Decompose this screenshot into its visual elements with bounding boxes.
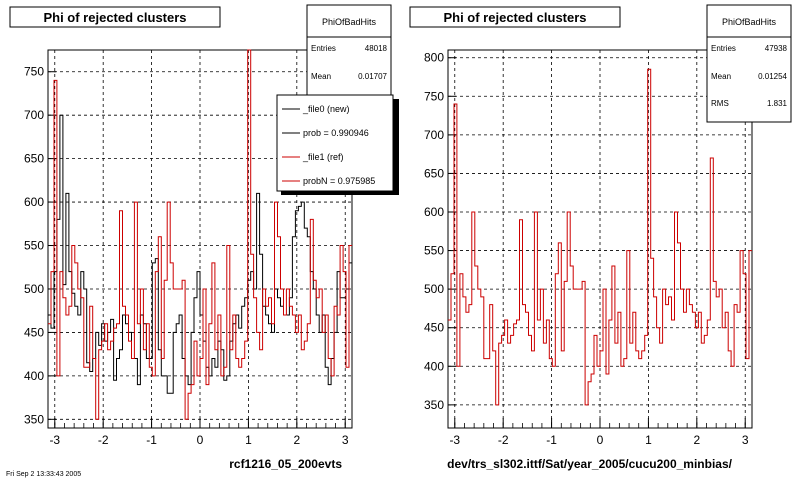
title-box <box>409 6 621 28</box>
y-tick-label: 750 <box>424 89 444 103</box>
x-tick-label: 3 <box>342 433 349 447</box>
y-tick-label: 400 <box>24 369 44 383</box>
y-tick-label: 350 <box>424 398 444 412</box>
x-tick-label: -1 <box>546 433 557 447</box>
y-tick-label: 800 <box>424 51 444 65</box>
series-line <box>48 114 352 394</box>
x-tick-label: 1 <box>645 433 652 447</box>
stats-mean-value: 0.01707 <box>358 72 387 81</box>
legend-entry: _file1 (ref) <box>302 152 344 162</box>
plot-area: 350 400 450 500 550 600 650 700 750 800 -3 -2 -1 0 1 2 3 <box>424 49 753 447</box>
stats-entries-label: Entries <box>711 44 736 53</box>
y-tick-label: 550 <box>24 239 44 253</box>
x-tick-label: 0 <box>597 433 604 447</box>
y-tick-label: 700 <box>424 128 444 142</box>
y-tick-label: 500 <box>424 282 444 296</box>
y-tick-label: 400 <box>424 359 444 373</box>
histogram-panel-left: Phi of rejected clusters 350 400 450 500 550… <box>9 4 399 471</box>
x-tick-label: 2 <box>693 433 700 447</box>
plot-title: Phi of rejected clusters <box>443 10 586 25</box>
stats-mean-label: Mean <box>711 72 731 81</box>
x-tick-label: -1 <box>146 433 157 447</box>
stats-rms-label: RMS <box>711 99 729 108</box>
stats-mean-label: Mean <box>311 72 331 81</box>
title-box <box>9 6 221 28</box>
legend-box: _file0 (new) prob = 0.990946 _file1 (ref… <box>276 94 399 195</box>
stats-rms-value: 1.831 <box>767 99 788 108</box>
x-axis-label: rcf1216_05_200evts <box>229 457 342 471</box>
legend-entry: _file0 (new) <box>302 104 350 114</box>
x-tick-label: 1 <box>245 433 252 447</box>
x-tick-label: 2 <box>293 433 300 447</box>
stats-box: PhiOfBadHits Entries 47938 Mean 0.01254 … <box>706 4 792 123</box>
histogram-panel-right: Phi of rejected clusters 350 400 450 500 550… <box>409 4 792 471</box>
stats-entries-value: 48018 <box>365 44 388 53</box>
stats-name: PhiOfBadHits <box>322 17 377 27</box>
x-axis-label: dev/trs_sl302.ittf/Sat/year_2005/cucu200… <box>447 457 732 471</box>
y-tick-label: 600 <box>424 205 444 219</box>
legend-entry: probN = 0.975985 <box>303 176 375 186</box>
y-tick-label: 650 <box>24 152 44 166</box>
y-tick-label: 650 <box>424 166 444 180</box>
y-tick-label: 750 <box>24 65 44 79</box>
stats-name: PhiOfBadHits <box>722 17 777 27</box>
x-tick-label: -2 <box>498 433 509 447</box>
x-tick-label: -3 <box>49 433 60 447</box>
x-tick-label: -3 <box>449 433 460 447</box>
footer-timestamp: Fri Sep 2 13:33:43 2005 <box>6 471 81 478</box>
y-tick-label: 700 <box>24 108 44 122</box>
y-tick-label: 550 <box>424 244 444 258</box>
y-tick-label: 450 <box>24 325 44 339</box>
x-tick-label: 3 <box>742 433 749 447</box>
stats-entries-label: Entries <box>311 44 336 53</box>
series-line <box>448 68 752 406</box>
legend-entry: prob = 0.990946 <box>303 128 369 138</box>
y-tick-label: 500 <box>24 282 44 296</box>
series-line <box>48 49 352 420</box>
y-tick-label: 600 <box>24 195 44 209</box>
x-tick-label: 0 <box>197 433 204 447</box>
stats-mean-value: 0.01254 <box>758 72 787 81</box>
x-tick-label: -2 <box>98 433 109 447</box>
y-tick-label: 350 <box>24 412 44 426</box>
y-tick-label: 450 <box>424 321 444 335</box>
stats-entries-value: 47938 <box>765 44 788 53</box>
plot-title: Phi of rejected clusters <box>43 10 186 25</box>
